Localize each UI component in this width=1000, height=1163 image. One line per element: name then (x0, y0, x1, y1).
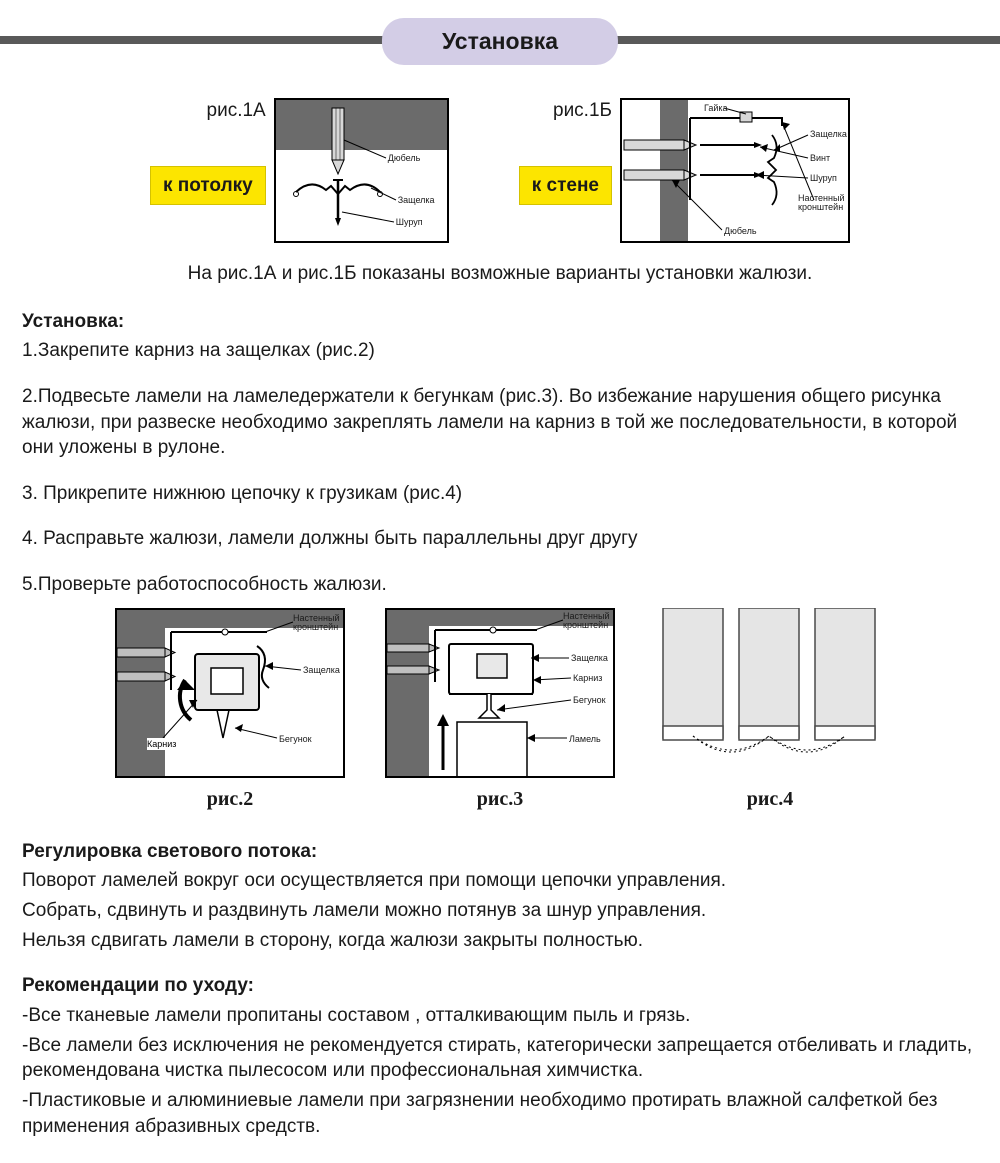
figure-1a-cell: рис.1А к потолку (150, 98, 449, 243)
diagram-3: Настенныйкронштейн Защелка Карниз Бегуно… (385, 608, 615, 778)
instructions-block: Установка: 1.Закрепите карниз на защелка… (0, 309, 1000, 598)
step-5: 5.Проверьте работоспособность жалюзи. (22, 572, 978, 598)
header-title: Установка (382, 18, 618, 65)
lbl-1b-bracket: Настенныйкронштейн (798, 194, 844, 213)
care-block: Рекомендации по уходу: -Все тканевые лам… (0, 973, 1000, 1163)
tag-wall: к стене (519, 166, 612, 206)
figure-row-1: рис.1А к потолку (0, 98, 1000, 243)
lbl-1b-bolt: Винт (810, 152, 830, 164)
lbl-3-bracket: Настенныйкронштейн (563, 612, 609, 631)
figure-4-cell: рис.4 (655, 608, 885, 813)
figure-4-caption: рис.4 (747, 786, 794, 813)
step-2: 2.Подвесьте ламели на ламеледержатели к … (22, 384, 978, 461)
lbl-1a-screw: Шуруп (396, 216, 423, 228)
lbl-2-bracket: Настенныйкронштейн (293, 614, 339, 633)
tag-ceiling: к потолку (150, 166, 266, 206)
light-line-2: Собрать, сдвинуть и раздвинуть ламели мо… (22, 898, 978, 924)
lbl-3-slat: Ламель (569, 733, 601, 745)
lbl-2-latch: Защелка (303, 664, 340, 676)
step-1: 1.Закрепите карниз на защелках (рис.2) (22, 338, 978, 364)
diagram-4 (655, 608, 885, 778)
figure-3-caption: рис.3 (477, 786, 524, 813)
light-heading: Регулировка светового потока: (22, 841, 317, 862)
step-4: 4. Расправьте жалюзи, ламели должны быть… (22, 526, 978, 552)
care-heading: Рекомендации по уходу: (22, 975, 254, 996)
lbl-1a-dowel: Дюбель (388, 152, 421, 164)
lbl-2-rail: Карниз (147, 738, 176, 750)
light-line-3: Нельзя сдвигать ламели в сторону, когда … (22, 928, 978, 954)
step-3: 3. Прикрепите нижнюю цепочку к грузикам … (22, 481, 978, 507)
light-line-1: Поворот ламелей вокруг оси осуществляетс… (22, 868, 978, 894)
care-line-3: -Пластиковые и алюминиевые ламели при за… (22, 1088, 978, 1139)
lbl-1b-screw: Шуруп (810, 172, 837, 184)
lbl-3-runner: Бегунок (573, 694, 606, 706)
lbl-3-rail: Карниз (573, 672, 602, 684)
figure-2-cell: Настенныйкронштейн Защелка Карниз Бегуно… (115, 608, 345, 813)
care-line-1: -Все тканевые ламели пропитаны составом … (22, 1003, 978, 1029)
header: Установка (0, 18, 1000, 68)
lbl-1b-latch: Защелка (810, 128, 847, 140)
lbl-2-runner: Бегунок (279, 733, 312, 745)
figure-1b-label: рис.1Б (553, 98, 612, 124)
figure-3-cell: Настенныйкронштейн Защелка Карниз Бегуно… (385, 608, 615, 813)
lbl-1a-latch: Защелка (398, 194, 435, 206)
light-block: Регулировка светового потока: Поворот ла… (0, 839, 1000, 954)
diagram-1b: Гайка Защелка Винт Шуруп Настенныйкроншт… (620, 98, 850, 243)
figure-row-2: Настенныйкронштейн Защелка Карниз Бегуно… (0, 608, 1000, 813)
figure-1a-label: рис.1А (207, 98, 266, 124)
diagram-2: Настенныйкронштейн Защелка Карниз Бегуно… (115, 608, 345, 778)
instructions-heading: Установка: (22, 311, 124, 332)
lbl-3-latch: Защелка (571, 652, 608, 664)
figure-2-caption: рис.2 (207, 786, 254, 813)
figure-1b-cell: рис.1Б к стене (519, 98, 850, 243)
diagram-1a: Дюбель Защелка Шуруп (274, 98, 449, 243)
lbl-1b-dowel: Дюбель (724, 225, 757, 237)
care-line-2: -Все ламели без исключения не рекомендуе… (22, 1033, 978, 1084)
lbl-1b-nut: Гайка (704, 102, 728, 114)
fig1-caption: На рис.1А и рис.1Б показаны возможные ва… (0, 261, 1000, 287)
